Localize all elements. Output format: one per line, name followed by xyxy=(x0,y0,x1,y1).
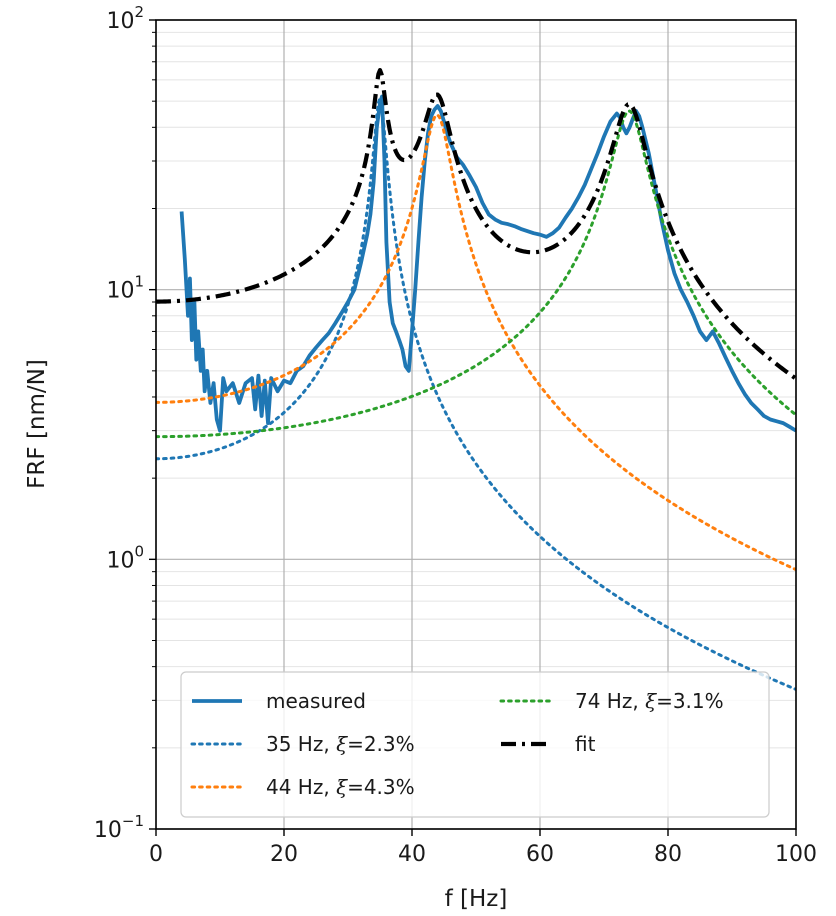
series-line-1 xyxy=(156,96,796,691)
y-axis-title: FRF [nm/N] xyxy=(24,359,50,489)
legend-label: measured xyxy=(266,689,366,713)
y-tick-label: 10−1 xyxy=(94,812,144,843)
x-axis-title: f [Hz] xyxy=(445,886,508,912)
y-tick-label: 102 xyxy=(106,3,144,34)
plot-frame xyxy=(155,19,797,830)
x-tick-label: 80 xyxy=(654,842,682,867)
legend-label: fit xyxy=(575,732,596,756)
series-line-4 xyxy=(156,67,796,381)
ticks-layer: 0 20 40 60 80 100 10−1 100 101 102 xyxy=(94,3,817,867)
series-line-2 xyxy=(156,113,796,572)
series-layer xyxy=(156,67,796,691)
legend: measured 35 Hz, ξ=2.3% 44 Hz, ξ=4.3% 74 Hz,… xyxy=(180,671,770,818)
x-tick-label: 20 xyxy=(270,842,298,867)
legend-label: 35 Hz, ξ=2.3% xyxy=(266,732,415,756)
series-line-3 xyxy=(156,109,796,439)
grid-layer xyxy=(155,19,797,830)
x-tick-label: 40 xyxy=(398,842,426,867)
legend-label: 74 Hz, ξ=3.1% xyxy=(575,689,724,713)
y-tick-label: 101 xyxy=(106,273,144,304)
legend-box xyxy=(180,671,770,818)
y-tick-label: 100 xyxy=(106,542,144,573)
legend-label: 44 Hz, ξ=4.3% xyxy=(266,775,415,799)
x-tick-label: 100 xyxy=(775,842,817,867)
x-tick-label: 60 xyxy=(526,842,554,867)
x-tick-label: 0 xyxy=(149,842,163,867)
